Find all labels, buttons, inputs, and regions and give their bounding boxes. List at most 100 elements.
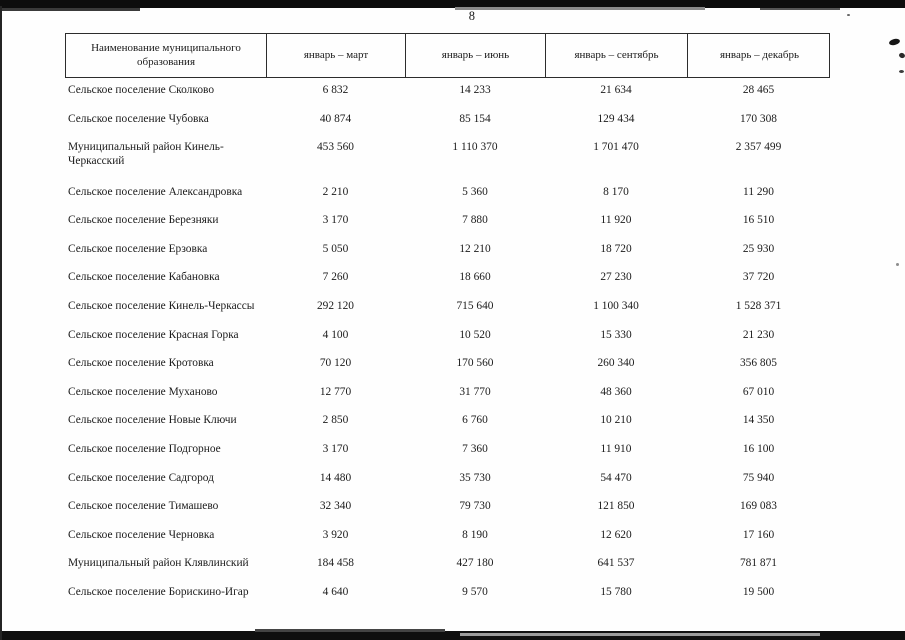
value-jan-dec: 28 465 <box>742 84 775 96</box>
value-jan-dec: 21 230 <box>742 328 775 341</box>
page-number: 8 <box>468 9 476 23</box>
municipality-name: Сельское поселение Чубовка <box>68 112 209 125</box>
table-row: Сельское поселение Кротовка 70 120 170 5… <box>65 354 830 383</box>
table-row: Сельское поселение Сколково 6 832 14 233… <box>65 81 830 110</box>
ink-speck <box>896 263 899 266</box>
table-row: Сельское поселение Подгорное 3 170 7 360… <box>65 440 830 469</box>
value-jan-jun: 5 360 <box>462 185 488 198</box>
value-jan-jun: 35 730 <box>459 471 491 484</box>
value-jan-dec: 14 350 <box>742 414 775 427</box>
scan-artifact <box>760 8 840 10</box>
value-jan-dec: 25 930 <box>742 242 775 255</box>
value-jan-mar: 3 170 <box>322 442 349 455</box>
value-jan-dec: 2 357 499 <box>735 141 782 154</box>
municipality-name: Сельское поселение Ерзовка <box>68 242 208 255</box>
value-jan-sep: 21 634 <box>600 84 632 96</box>
value-jan-mar: 3 920 <box>322 528 349 541</box>
value-jan-dec: 169 083 <box>739 500 778 513</box>
value-jan-jun: 10 520 <box>459 328 491 341</box>
table-row: Сельское поселение Чубовка 40 874 85 154… <box>65 110 830 139</box>
value-jan-mar: 4 640 <box>322 585 349 598</box>
value-jan-jun: 12 210 <box>459 242 491 255</box>
value-jan-jun: 1 110 370 <box>452 141 498 154</box>
value-jan-mar: 40 874 <box>319 112 352 125</box>
ink-speck <box>899 70 904 73</box>
table-row: Сельское поселение Муханово 12 770 31 77… <box>65 383 830 412</box>
ink-speck <box>847 14 850 16</box>
municipality-name: Сельское поселение Черновка <box>68 528 215 541</box>
value-jan-mar: 2 210 <box>322 185 349 198</box>
municipality-name: Сельское поселение Сколково <box>68 84 215 96</box>
table-row: Сельское поселение Кабановка 7 260 18 66… <box>65 268 830 297</box>
value-jan-sep: 121 850 <box>597 500 635 513</box>
table-header-row: Наименование муниципального образования … <box>65 33 830 78</box>
table-row: Сельское поселение Александровка 2 210 5… <box>65 183 830 212</box>
value-jan-jun: 170 560 <box>456 357 494 370</box>
header-cell-jan-dec: январь – декабрь <box>719 48 800 61</box>
value-jan-mar: 70 120 <box>319 357 352 370</box>
ink-speck <box>898 52 905 59</box>
municipality-name: Сельское поселение Александровка <box>68 185 243 198</box>
value-jan-dec: 1 528 371 <box>735 299 782 312</box>
value-jan-mar: 7 260 <box>322 271 349 284</box>
table-row: Муниципальный район Кинель-Черкасский 45… <box>65 138 830 182</box>
value-jan-mar: 4 100 <box>322 328 349 341</box>
value-jan-dec: 16 510 <box>742 214 775 227</box>
municipality-name: Муниципальный район Клявлинский <box>68 557 249 570</box>
value-jan-jun: 7 880 <box>462 214 488 227</box>
municipality-name: Сельское поселение Садгород <box>68 471 214 484</box>
table-row: Сельское поселение Тимашево 32 340 79 73… <box>65 497 830 526</box>
value-jan-dec: 37 720 <box>742 271 775 284</box>
value-jan-mar: 184 458 <box>316 557 355 570</box>
table-row: Сельское поселение Кинель-Черкассы 292 1… <box>65 297 830 326</box>
value-jan-dec: 781 871 <box>739 557 778 570</box>
municipality-name: Муниципальный район Кинель-Черкасский <box>68 141 224 168</box>
top-scan-bar <box>0 0 905 8</box>
table-row: Сельское поселение Черновка 3 920 8 190 … <box>65 526 830 555</box>
municipality-name: Сельское поселение Кинель-Черкассы <box>68 299 255 312</box>
value-jan-jun: 9 570 <box>462 585 488 598</box>
table-row: Сельское поселение Ерзовка 5 050 12 210 … <box>65 240 830 269</box>
table-row: Сельское поселение Борискино-Игар 4 640 … <box>65 583 830 612</box>
value-jan-jun: 79 730 <box>459 500 491 513</box>
value-jan-sep: 18 720 <box>600 242 632 255</box>
table-row: Сельское поселение Красная Горка 4 100 1… <box>65 326 830 355</box>
value-jan-sep: 1 100 340 <box>593 299 639 312</box>
table-body: Сельское поселение Сколково 6 832 14 233… <box>65 78 830 611</box>
value-jan-mar: 2 850 <box>322 414 349 427</box>
value-jan-sep: 641 537 <box>597 557 635 570</box>
municipal-budget-table: Наименование муниципального образования … <box>65 33 830 611</box>
municipality-name: Сельское поселение Красная Горка <box>68 328 239 341</box>
value-jan-sep: 10 210 <box>600 414 632 427</box>
municipality-name: Сельское поселение Новые Ключи <box>68 414 237 427</box>
table-row: Сельское поселение Березняки 3 170 7 880… <box>65 211 830 240</box>
municipality-name: Сельское поселение Подгорное <box>68 442 221 455</box>
municipality-name: Сельское поселение Кротовка <box>68 357 214 370</box>
value-jan-mar: 6 832 <box>322 84 349 96</box>
value-jan-mar: 292 120 <box>316 299 355 312</box>
value-jan-sep: 11 910 <box>600 442 632 455</box>
value-jan-dec: 16 100 <box>742 442 775 455</box>
value-jan-sep: 260 340 <box>597 357 635 370</box>
value-jan-mar: 12 770 <box>319 385 352 398</box>
value-jan-dec: 19 500 <box>742 585 775 598</box>
value-jan-jun: 715 640 <box>456 299 494 312</box>
municipality-name: Сельское поселение Борискино-Игар <box>68 585 249 598</box>
value-jan-jun: 8 190 <box>462 528 488 541</box>
value-jan-dec: 17 160 <box>742 528 775 541</box>
value-jan-jun: 6 760 <box>462 414 488 427</box>
value-jan-dec: 75 940 <box>742 471 775 484</box>
municipality-name: Сельское поселение Кабановка <box>68 271 220 284</box>
value-jan-sep: 1 701 470 <box>593 141 639 154</box>
municipality-name: Сельское поселение Тимашево <box>68 500 219 513</box>
value-jan-jun: 31 770 <box>459 385 491 398</box>
value-jan-jun: 7 360 <box>462 442 488 455</box>
value-jan-dec: 11 290 <box>743 185 774 198</box>
municipality-name: Сельское поселение Березняки <box>68 214 219 227</box>
table-row: Сельское поселение Садгород 14 480 35 73… <box>65 469 830 498</box>
bottom-scan-bar <box>0 631 905 640</box>
value-jan-mar: 3 170 <box>322 214 349 227</box>
value-jan-sep: 11 920 <box>600 214 632 227</box>
value-jan-sep: 15 330 <box>600 328 632 341</box>
